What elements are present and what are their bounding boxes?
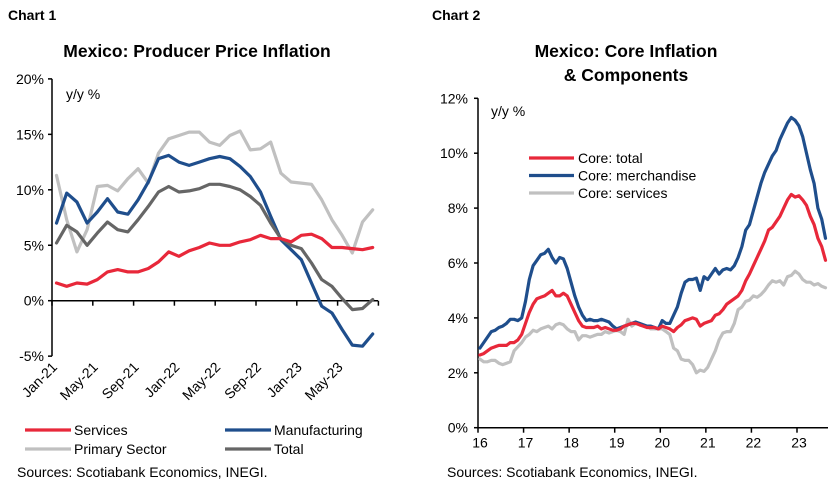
chart1-y-tick-label: 20%: [16, 71, 44, 87]
chart1-y-tick-label: 15%: [16, 126, 44, 142]
chart2-x-tick-label: 17: [518, 435, 534, 451]
chart1-x-tick-label: May-21: [57, 359, 101, 403]
chart2-legend-label: Core: services: [578, 185, 667, 201]
chart1-x-tick-label: Jan-23: [263, 359, 305, 401]
chart2-y-tick-label: 10%: [440, 145, 468, 161]
chart1-series-manufacturing: [54, 153, 375, 348]
chart2-ylabel: y/y %: [491, 103, 525, 119]
chart1-y-tick-label: -5%: [19, 348, 44, 364]
chart2-y-tick-label: 6%: [448, 255, 468, 271]
chart1-title: Mexico: Producer Price Inflation: [63, 41, 330, 61]
chart2-legend-label: Core: merchandise: [578, 168, 696, 184]
chart1-y-tick-label: 0%: [24, 293, 44, 309]
chart2-x-tick-label: 18: [563, 435, 579, 451]
chart2-label: Chart 2: [432, 7, 480, 23]
chart2-y-tick-label: 0%: [448, 420, 468, 436]
chart2-source: Sources: Scotiabank Economics, INEGI.: [447, 464, 698, 480]
chart1-source: Sources: Scotiabank Economics, INEGI.: [17, 464, 268, 480]
chart1-x-tick-label: Jan-22: [141, 359, 183, 401]
chart1-x-tick-label: Sep-22: [221, 359, 264, 402]
chart1-y-tick-label: 10%: [16, 182, 44, 198]
chart1-series-services: [54, 232, 375, 288]
chart1-legend-label: Total: [274, 441, 304, 457]
chart2-x-tick-label: 22: [746, 435, 762, 451]
chart1-x-tick-label: Jan-21: [19, 359, 61, 401]
chart1-x-tick-label: May-23: [301, 359, 345, 403]
chart2-y-tick-label: 12%: [440, 90, 468, 106]
chart2-y-tick-label: 8%: [448, 200, 468, 216]
chart2-title: Mexico: Core Inflation: [535, 41, 718, 61]
chart1-legend-label: Manufacturing: [274, 422, 363, 438]
chart2-x-tick-label: 16: [472, 435, 488, 451]
chart1-series-total: [54, 182, 375, 312]
chart2-x-tick-label: 21: [700, 435, 716, 451]
chart2-legend-label: Core: total: [578, 150, 643, 166]
chart1-label: Chart 1: [8, 7, 56, 23]
chart2-x-tick-label: 23: [791, 435, 807, 451]
chart2-series-core-services: [478, 269, 828, 375]
chart1-legend-label: Services: [74, 422, 128, 438]
chart2-y-tick-label: 2%: [448, 365, 468, 381]
chart2-series-core-total: [478, 192, 828, 357]
chart1-x-tick-label: May-22: [179, 359, 223, 403]
chart1-x-tick-label: Sep-21: [98, 359, 141, 402]
chart2-x-tick-label: 20: [654, 435, 670, 451]
chart1-ylabel: y/y %: [66, 86, 100, 102]
chart1-legend-label: Primary Sector: [74, 441, 167, 457]
chart1-series-primary-sector: [54, 129, 375, 255]
chart1-y-tick-label: 5%: [24, 237, 44, 253]
chart2-series-core-merchandise: [478, 115, 828, 350]
chart2-x-tick-label: 19: [609, 435, 625, 451]
chart2-title-line2: & Components: [564, 65, 689, 85]
chart2-y-tick-label: 4%: [448, 310, 468, 326]
